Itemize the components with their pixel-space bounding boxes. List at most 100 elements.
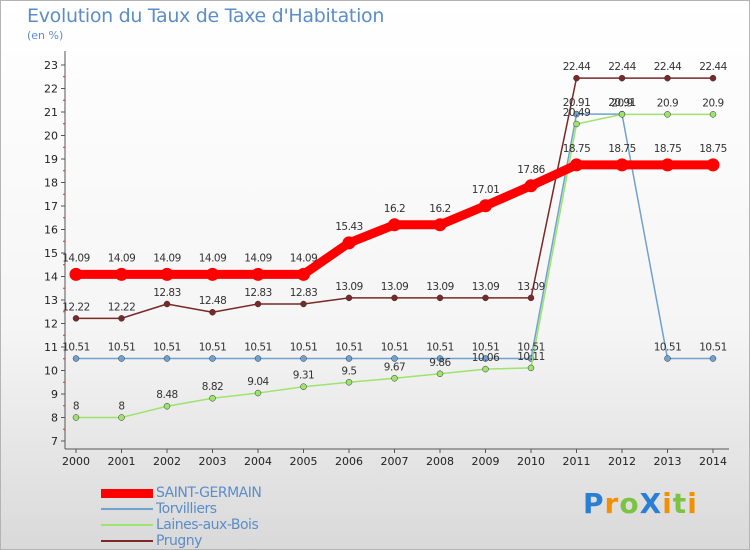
y-tick-label: 22 [44,83,58,96]
data-point-torvilliers [72,355,80,362]
data-point-prugny [72,315,80,322]
data-point-laines-aux-bois [72,414,80,421]
x-tick-label: 2010 [517,455,545,468]
y-tick-label: 10 [44,365,58,378]
data-point-saint-germain [479,199,492,213]
data-label-torvilliers: 10.51 [153,342,181,354]
data-point-prugny [709,74,717,82]
data-label-saint-germain: 14.09 [244,252,272,264]
data-point-saint-germain [615,158,629,172]
data-label-laines-aux-bois: 20.9 [657,97,678,109]
data-point-prugny [618,74,626,82]
y-tick-label: 20 [44,130,58,143]
legend-swatch-torvilliers [101,508,153,510]
data-label-torvilliers: 10.51 [108,342,136,354]
data-label-torvilliers: 10.51 [290,342,318,354]
data-point-laines-aux-bois [664,111,671,118]
data-label-prugny: 12.83 [290,287,318,299]
chart-subtitle: (en %) [27,29,64,42]
data-point-prugny [254,300,262,308]
x-tick-label: 2002 [153,455,181,468]
y-tick-label: 14 [44,271,58,284]
data-label-prugny: 13.09 [335,281,363,293]
data-point-prugny [345,294,353,302]
data-label-torvilliers: 10.51 [699,342,727,354]
data-label-laines-aux-bois: 10.11 [517,351,545,363]
data-point-torvilliers [209,355,216,362]
data-point-laines-aux-bois [163,402,171,410]
data-label-saint-germain: 14.09 [108,252,136,264]
data-label-prugny: 22.44 [654,61,682,73]
data-point-prugny [664,74,671,82]
x-tick-label: 2011 [563,455,591,468]
legend-label-prugny: Prugny [156,533,202,549]
data-point-saint-germain [661,158,674,172]
data-label-saint-germain: 16.2 [429,203,450,215]
legend-item-laines-aux-bois: Laines-aux-Bois [101,517,261,533]
data-label-prugny: 12.22 [108,301,136,313]
x-tick-label: 2008 [426,455,454,468]
data-label-saint-germain: 14.09 [153,252,181,264]
data-label-torvilliers: 20.91 [563,97,591,109]
data-point-laines-aux-bois [300,383,307,390]
data-point-prugny [209,308,216,316]
data-label-torvilliers: 10.51 [654,342,682,354]
data-label-saint-germain: 15.43 [335,221,363,233]
data-point-prugny [482,294,489,302]
legend-label-saint-germain: SAINT-GERMAIN [156,485,262,501]
y-tick-label: 11 [44,341,58,354]
legend-label-torvilliers: Torvilliers [156,501,217,517]
y-tick-label: 7 [51,435,58,448]
data-label-laines-aux-bois: 20.9 [702,97,723,109]
data-point-saint-germain [297,267,310,281]
x-tick-label: 2004 [244,455,272,468]
x-tick-label: 2005 [290,455,318,468]
data-label-saint-germain: 16.2 [384,203,405,215]
data-point-torvilliers [118,355,125,362]
data-point-laines-aux-bois [209,394,216,402]
data-label-torvilliers: 10.51 [426,342,454,354]
data-label-prugny: 12.22 [62,301,90,313]
data-label-laines-aux-bois: 8 [73,401,79,413]
data-point-torvilliers [436,355,444,362]
data-point-saint-germain [69,267,83,281]
data-point-torvilliers [300,355,307,362]
y-tick-label: 8 [51,412,58,425]
data-point-saint-germain [342,236,356,250]
data-point-torvilliers [482,355,489,362]
data-point-prugny [573,74,580,82]
data-label-saint-germain: 14.09 [62,252,90,264]
data-label-laines-aux-bois: 9.31 [293,370,314,382]
data-label-torvilliers: 10.51 [199,342,227,354]
data-point-torvilliers [573,110,580,118]
data-label-laines-aux-bois: 20.9 [611,97,632,109]
data-point-saint-germain [570,158,583,172]
data-label-saint-germain: 18.75 [563,143,591,155]
data-point-prugny [118,315,125,322]
data-label-saint-germain: 18.75 [608,143,636,155]
data-label-prugny: 13.09 [426,281,454,293]
y-tick-label: 18 [44,177,58,190]
data-point-torvilliers [709,355,717,362]
chart-legend: SAINT-GERMAIN Torvilliers Laines-aux-Boi… [101,485,262,549]
data-point-prugny [163,300,171,308]
data-label-saint-germain: 18.75 [654,143,682,155]
legend-item-prugny: Prugny [101,533,261,549]
data-label-prugny: 12.48 [199,295,227,307]
data-point-laines-aux-bois [709,111,717,118]
x-tick-label: 2007 [381,455,409,468]
x-tick-label: 2009 [472,455,500,468]
y-tick-label: 9 [51,388,58,401]
x-tick-label: 2012 [608,455,636,468]
data-point-torvilliers [254,355,262,362]
y-tick-label: 23 [44,59,58,72]
data-label-prugny: 13.09 [381,281,409,293]
data-label-prugny: 13.09 [472,281,500,293]
data-label-laines-aux-bois: 8.48 [156,389,177,401]
legend-swatch-prugny [101,540,153,542]
data-label-laines-aux-bois: 8.82 [202,381,223,393]
data-point-laines-aux-bois [118,414,125,421]
legend-swatch-laines-aux-bois [101,524,153,526]
